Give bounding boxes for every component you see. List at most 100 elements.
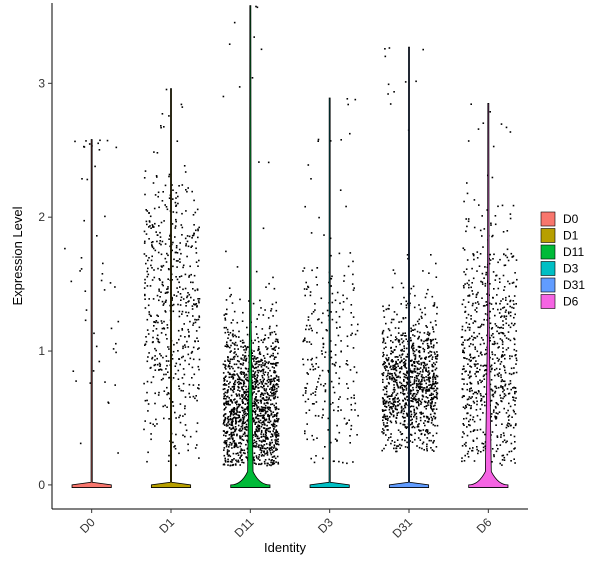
data-point	[356, 434, 358, 436]
data-point	[232, 356, 235, 358]
data-point	[258, 313, 260, 316]
data-point	[153, 325, 155, 327]
data-point	[147, 410, 149, 412]
data-point	[416, 367, 419, 370]
data-point	[481, 297, 483, 299]
data-point	[188, 300, 190, 302]
data-point	[472, 338, 474, 341]
data-point	[268, 378, 271, 381]
data-point	[383, 424, 385, 426]
data-point	[164, 310, 166, 312]
data-point	[432, 423, 435, 426]
data-point	[405, 355, 408, 358]
data-point	[484, 445, 486, 447]
data-point	[402, 412, 405, 415]
data-point	[166, 288, 168, 290]
data-point	[253, 459, 256, 462]
data-point	[334, 344, 337, 346]
data-point	[253, 452, 256, 454]
data-point	[262, 414, 265, 416]
data-point	[157, 251, 160, 254]
data-point	[399, 403, 401, 405]
data-point	[271, 389, 273, 391]
data-point	[382, 416, 384, 418]
data-point	[258, 161, 260, 163]
data-point	[273, 424, 276, 426]
data-point	[232, 420, 234, 423]
data-point	[412, 398, 414, 400]
data-point	[246, 408, 249, 410]
data-point	[223, 395, 225, 398]
data-point	[150, 433, 152, 435]
data-point	[174, 225, 177, 227]
data-point	[257, 365, 259, 368]
data-point	[391, 406, 393, 408]
data-point	[419, 439, 422, 441]
data-point	[393, 386, 396, 389]
data-point	[431, 401, 433, 404]
data-point	[477, 452, 479, 455]
data-point	[195, 229, 197, 232]
data-point	[238, 336, 240, 338]
data-point	[417, 338, 419, 340]
data-point	[151, 255, 153, 258]
data-point	[390, 442, 392, 445]
data-point	[416, 398, 418, 401]
data-point	[436, 358, 438, 360]
data-point	[277, 433, 280, 435]
data-point	[508, 282, 511, 285]
data-point	[468, 323, 471, 325]
data-point	[501, 355, 503, 357]
data-point	[234, 398, 236, 400]
data-point	[406, 347, 408, 350]
data-point	[194, 340, 196, 343]
data-point	[275, 309, 278, 312]
data-point	[483, 342, 485, 345]
data-point	[310, 457, 312, 460]
data-point	[229, 332, 232, 334]
data-point	[436, 387, 438, 390]
data-point	[428, 394, 431, 397]
data-point	[466, 182, 468, 184]
data-point	[478, 265, 481, 267]
data-point	[340, 340, 342, 342]
data-point	[415, 380, 418, 382]
data-point	[167, 278, 169, 280]
data-point	[268, 417, 270, 420]
data-point	[261, 423, 264, 426]
data-point	[387, 358, 390, 361]
data-point	[324, 351, 327, 354]
data-point	[317, 381, 319, 383]
data-point	[225, 442, 227, 445]
data-point	[490, 415, 492, 418]
data-point	[413, 392, 416, 395]
data-point	[397, 404, 400, 406]
data-point	[198, 316, 201, 318]
data-point	[150, 259, 153, 262]
data-point	[227, 371, 229, 374]
data-point	[483, 318, 485, 321]
data-point	[198, 259, 200, 262]
data-point	[461, 378, 464, 380]
data-point	[259, 379, 262, 381]
data-point	[167, 371, 169, 373]
data-point	[435, 361, 438, 363]
data-point	[274, 362, 277, 365]
data-point	[311, 357, 313, 360]
data-point	[234, 423, 237, 425]
data-point	[251, 355, 254, 357]
data-point	[463, 432, 465, 435]
data-point	[479, 343, 482, 346]
data-point	[324, 446, 326, 448]
data-point	[466, 388, 469, 391]
data-point	[435, 276, 438, 278]
data-point	[399, 387, 401, 389]
data-point	[465, 370, 467, 372]
data-point	[252, 366, 254, 368]
data-point	[253, 372, 256, 375]
data-point	[430, 406, 432, 409]
data-point	[240, 367, 242, 370]
data-point	[397, 385, 399, 388]
data-point	[472, 418, 474, 421]
data-point	[501, 386, 504, 388]
